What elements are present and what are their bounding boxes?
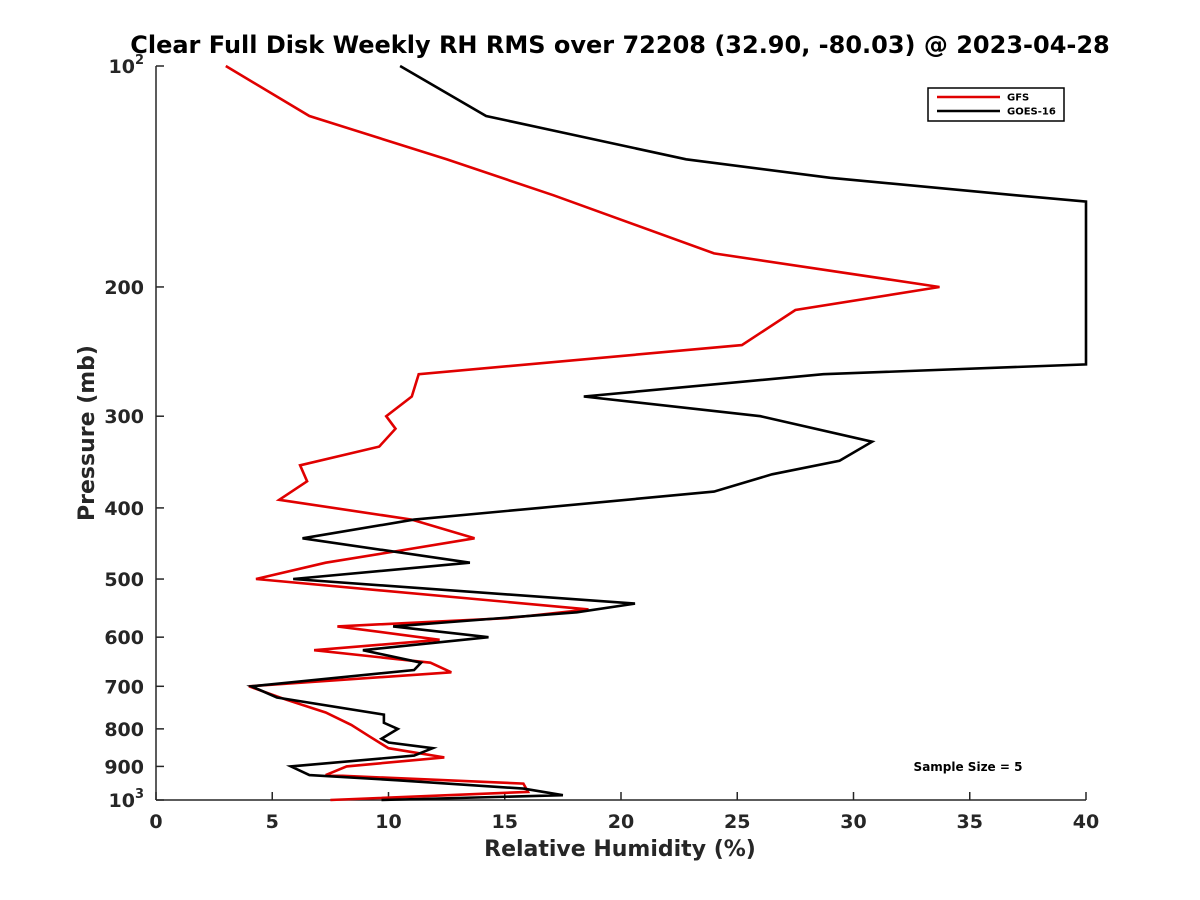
y-axis-ticks: 102 200 300 400 500 600 700 800 900 103 xyxy=(104,53,164,812)
x-tick-label: 0 xyxy=(149,811,162,833)
y-axis-label: Pressure (mb) xyxy=(75,345,100,521)
y-tick-label: 600 xyxy=(104,627,144,649)
y-tick-label: 900 xyxy=(104,756,144,778)
x-tick-label: 15 xyxy=(492,811,518,833)
x-tick-label: 40 xyxy=(1073,811,1099,833)
y-tick-label: 500 xyxy=(104,569,144,591)
y-tick-label: 700 xyxy=(104,676,144,698)
sample-size-note: Sample Size = 5 xyxy=(914,760,1023,774)
y-tick-label: 300 xyxy=(104,406,144,428)
y-tick-label: 800 xyxy=(104,719,144,741)
legend-label-gfs: GFS xyxy=(1007,93,1029,104)
series-layer xyxy=(225,64,1088,802)
legend-box xyxy=(927,87,1065,122)
legend-label-goes-16: GOES-16 xyxy=(1007,107,1056,118)
x-axis-ticks: 0 5 10 15 20 25 30 35 40 xyxy=(149,792,1099,833)
x-tick-label: 10 xyxy=(375,811,401,833)
series-line-gfs xyxy=(225,64,940,802)
y-tick-label: 102 xyxy=(109,53,145,78)
x-tick-label: 35 xyxy=(957,811,983,833)
y-tick-label: 400 xyxy=(104,498,144,520)
x-tick-label: 20 xyxy=(608,811,634,833)
y-tick-label: 103 xyxy=(109,787,145,812)
chart-title: Clear Full Disk Weekly RH RMS over 72208… xyxy=(130,31,1110,59)
y-tick-label: 200 xyxy=(104,277,144,299)
x-tick-label: 25 xyxy=(724,811,750,833)
x-axis-label: Relative Humidity (%) xyxy=(484,837,756,862)
x-tick-label: 5 xyxy=(266,811,279,833)
plot-area xyxy=(155,66,1086,801)
series-line-goes-16 xyxy=(246,64,1088,802)
legend: GFS GOES-16 xyxy=(927,87,1065,122)
x-tick-label: 30 xyxy=(840,811,866,833)
